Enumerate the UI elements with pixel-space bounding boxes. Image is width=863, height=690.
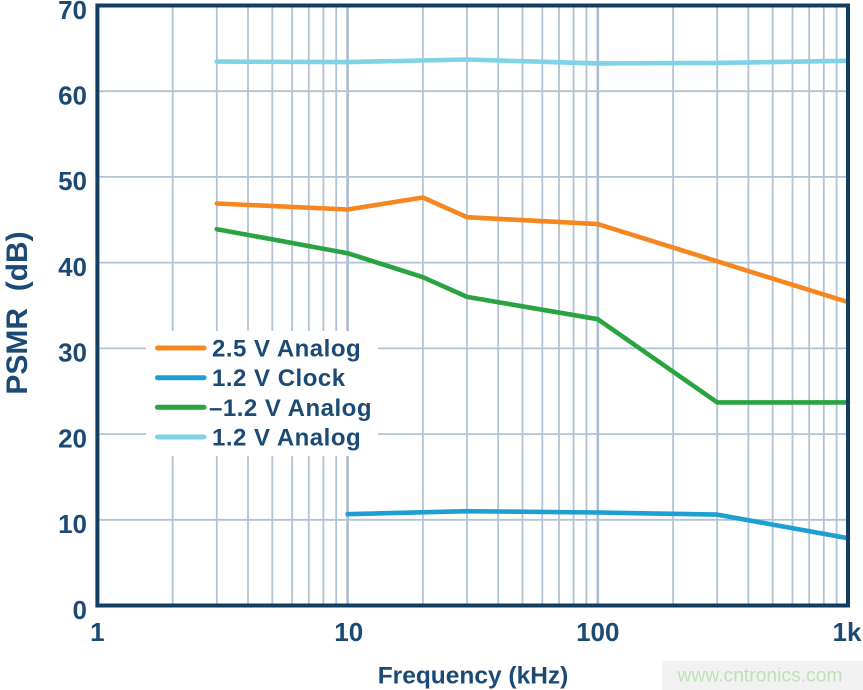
svg-text:1: 1 — [90, 617, 104, 647]
svg-text:50: 50 — [58, 166, 87, 196]
svg-text:10: 10 — [334, 617, 363, 647]
svg-text:20: 20 — [58, 423, 87, 453]
svg-text:www.cntronics.com: www.cntronics.com — [676, 666, 842, 687]
svg-text:2.5 V Analog: 2.5 V Analog — [212, 336, 361, 363]
svg-text:1k: 1k — [833, 617, 862, 647]
svg-text:Frequency (kHz): Frequency (kHz) — [378, 663, 569, 690]
svg-text:10: 10 — [58, 509, 87, 539]
svg-text:60: 60 — [58, 81, 87, 111]
svg-text:40: 40 — [58, 252, 87, 282]
svg-text:0: 0 — [73, 595, 87, 625]
svg-text:1.2 V Analog: 1.2 V Analog — [212, 425, 361, 452]
svg-text:70: 70 — [58, 0, 87, 25]
svg-text:–1.2 V Analog: –1.2 V Analog — [209, 395, 372, 422]
svg-text:100: 100 — [576, 617, 619, 647]
svg-text:PSMR (dB): PSMR (dB) — [1, 231, 34, 394]
svg-text:30: 30 — [58, 338, 87, 368]
svg-text:1.2 V Clock: 1.2 V Clock — [212, 365, 346, 392]
